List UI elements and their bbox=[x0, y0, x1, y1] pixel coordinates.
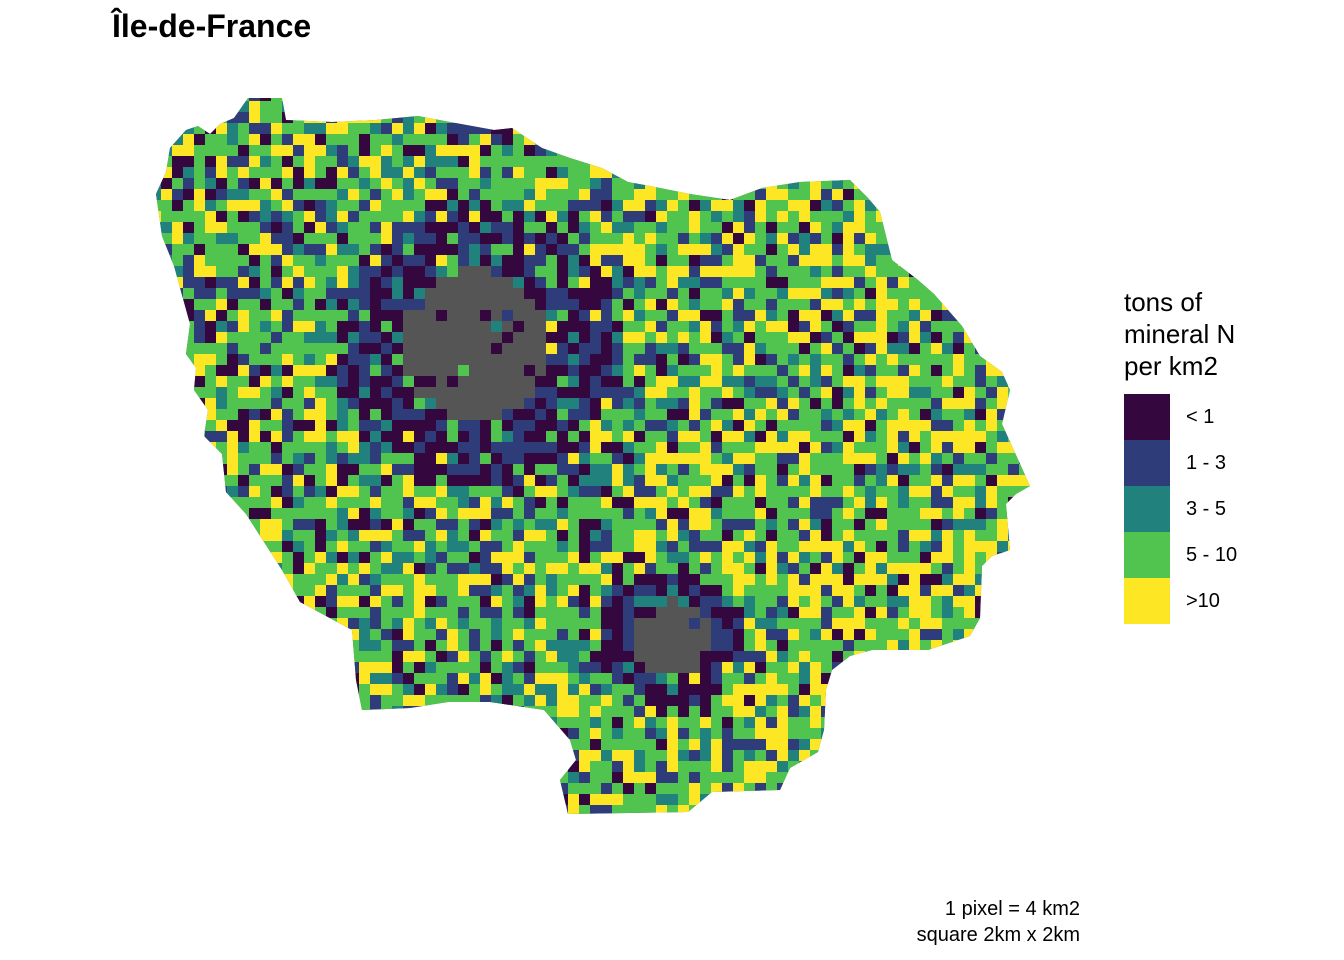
legend-swatch-1-3 bbox=[1124, 440, 1170, 486]
legend-item-1-3: 1 - 3 bbox=[1124, 440, 1324, 486]
legend-title-line-1: tons of bbox=[1124, 287, 1203, 317]
legend-label-3-5: 3 - 5 bbox=[1186, 497, 1227, 520]
caption-line-2: square 2km x 2km bbox=[916, 924, 1080, 946]
region-raster-map bbox=[156, 98, 1030, 814]
legend-swatch-gt10 bbox=[1124, 578, 1170, 624]
legend-item-5-10: 5 - 10 bbox=[1124, 532, 1324, 578]
legend-item-gt10: >10 bbox=[1124, 578, 1324, 624]
legend-label-gt10: >10 bbox=[1186, 589, 1220, 612]
map-title: Île-de-France bbox=[112, 8, 312, 44]
legend-swatch-5-10 bbox=[1124, 532, 1170, 578]
scale-caption: 1 pixel = 4 km2 square 2km x 2km bbox=[917, 896, 1080, 948]
legend-swatch-3-5 bbox=[1124, 486, 1170, 532]
legend-title-line-2: mineral N bbox=[1124, 319, 1236, 349]
legend-item-lt1: < 1 bbox=[1124, 394, 1324, 440]
legend-title: tons of mineral N per km2 bbox=[1124, 286, 1324, 382]
legend-label-lt1: < 1 bbox=[1186, 405, 1215, 428]
legend-swatch-lt1 bbox=[1124, 394, 1170, 440]
caption-line-1: 1 pixel = 4 km2 bbox=[944, 898, 1080, 920]
legend: tons of mineral N per km2 < 1 1 - 3 3 - … bbox=[1124, 286, 1324, 624]
legend-label-5-10: 5 - 10 bbox=[1186, 543, 1238, 566]
pixel-grid bbox=[156, 98, 1030, 814]
legend-title-line-3: per km2 bbox=[1124, 351, 1218, 381]
legend-item-3-5: 3 - 5 bbox=[1124, 486, 1324, 532]
legend-label-1-3: 1 - 3 bbox=[1186, 451, 1227, 474]
